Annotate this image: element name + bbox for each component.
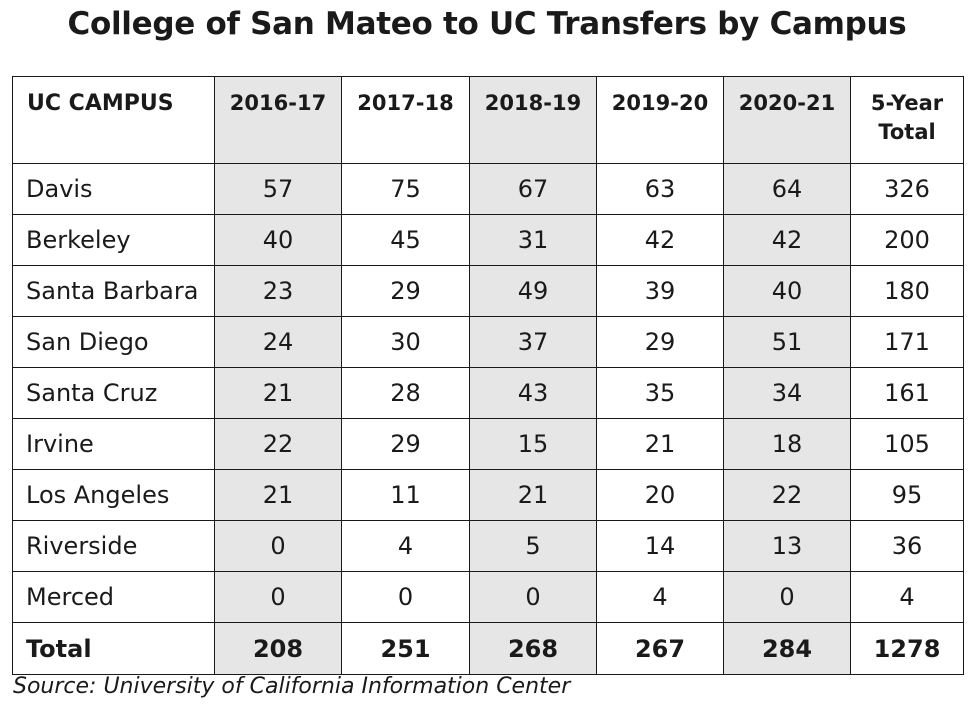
row-total-cell: 180 [850,265,964,317]
value-cell: 31 [469,214,597,266]
table-row: San Diego 24 30 37 29 51 171 [12,316,964,368]
value-cell: 24 [214,316,342,368]
value-cell: 20 [596,469,724,521]
table-row: Berkeley 40 45 31 42 42 200 [12,214,964,266]
value-cell: 30 [341,316,470,368]
row-total-cell: 200 [850,214,964,266]
value-cell: 0 [214,520,342,572]
value-cell: 29 [341,418,470,470]
table-row: Santa Cruz 21 28 43 35 34 161 [12,367,964,419]
value-cell: 40 [723,265,851,317]
column-header-2017-18: 2017-18 [341,76,470,164]
value-cell: 67 [469,163,597,215]
column-header-2016-17: 2016-17 [214,76,342,164]
campus-name-cell: Irvine [12,418,215,470]
campus-name-cell: Santa Barbara [12,265,215,317]
table-row: Riverside 0 4 5 14 13 36 [12,520,964,572]
row-total-cell: 171 [850,316,964,368]
row-total-cell: 95 [850,469,964,521]
table-row: Davis 57 75 67 63 64 326 [12,163,964,215]
value-cell: 4 [596,571,724,623]
value-cell: 23 [214,265,342,317]
table-row: Merced 0 0 0 4 0 4 [12,571,964,623]
value-cell: 34 [723,367,851,419]
value-cell: 39 [596,265,724,317]
value-cell: 35 [596,367,724,419]
value-cell: 4 [341,520,470,572]
value-cell: 0 [723,571,851,623]
row-total-cell: 36 [850,520,964,572]
value-cell: 51 [723,316,851,368]
column-header-5-year-total: 5-Year Total [850,76,964,164]
value-cell: 22 [214,418,342,470]
value-cell: 11 [341,469,470,521]
transfers-table: UC CAMPUS 2016-17 2017-18 2018-19 2019-20 202… [12,76,964,675]
value-cell: 0 [214,571,342,623]
value-cell: 49 [469,265,597,317]
value-cell: 18 [723,418,851,470]
table-row: Santa Barbara 23 29 49 39 40 180 [12,265,964,317]
value-cell: 37 [469,316,597,368]
header-row: UC CAMPUS 2016-17 2017-18 2018-19 2019-20 202… [12,76,964,164]
value-cell: 0 [469,571,597,623]
source-note: Source: University of California Informa… [13,674,571,699]
total-value-cell: 268 [469,622,597,675]
row-total-cell: 161 [850,367,964,419]
total-label-cell: Total [12,622,215,675]
value-cell: 21 [214,367,342,419]
column-header-2018-19: 2018-19 [469,76,597,164]
value-cell: 15 [469,418,597,470]
value-cell: 22 [723,469,851,521]
row-total-cell: 4 [850,571,964,623]
column-header-2019-20: 2019-20 [596,76,724,164]
total-value-cell: 208 [214,622,342,675]
campus-name-cell: San Diego [12,316,215,368]
value-cell: 14 [596,520,724,572]
value-cell: 63 [596,163,724,215]
value-cell: 21 [596,418,724,470]
value-cell: 42 [723,214,851,266]
value-cell: 57 [214,163,342,215]
value-cell: 42 [596,214,724,266]
table-row: Irvine 22 29 15 21 18 105 [12,418,964,470]
value-cell: 40 [214,214,342,266]
value-cell: 45 [341,214,470,266]
campus-name-cell: Los Angeles [12,469,215,521]
row-total-cell: 326 [850,163,964,215]
campus-name-cell: Berkeley [12,214,215,266]
value-cell: 21 [214,469,342,521]
value-cell: 0 [341,571,470,623]
value-cell: 29 [341,265,470,317]
total-value-cell: 251 [341,622,470,675]
value-cell: 21 [469,469,597,521]
value-cell: 43 [469,367,597,419]
campus-name-cell: Merced [12,571,215,623]
campus-name-cell: Santa Cruz [12,367,215,419]
value-cell: 29 [596,316,724,368]
total-value-cell: 284 [723,622,851,675]
table-row: Los Angeles 21 11 21 20 22 95 [12,469,964,521]
value-cell: 5 [469,520,597,572]
total-row: Total 208 251 268 267 284 1278 [12,622,964,675]
value-cell: 75 [341,163,470,215]
grand-total-cell: 1278 [850,622,964,675]
value-cell: 13 [723,520,851,572]
table-body: Davis 57 75 67 63 64 326 Berkeley 40 45 31 42 42 200 S… [12,163,964,623]
column-header-2020-21: 2020-21 [723,76,851,164]
column-header-campus: UC CAMPUS [12,76,215,164]
total-value-cell: 267 [596,622,724,675]
chart-title: College of San Mateo to UC Transfers by … [67,6,907,42]
row-total-cell: 105 [850,418,964,470]
value-cell: 28 [341,367,470,419]
campus-name-cell: Davis [12,163,215,215]
campus-name-cell: Riverside [12,520,215,572]
value-cell: 64 [723,163,851,215]
